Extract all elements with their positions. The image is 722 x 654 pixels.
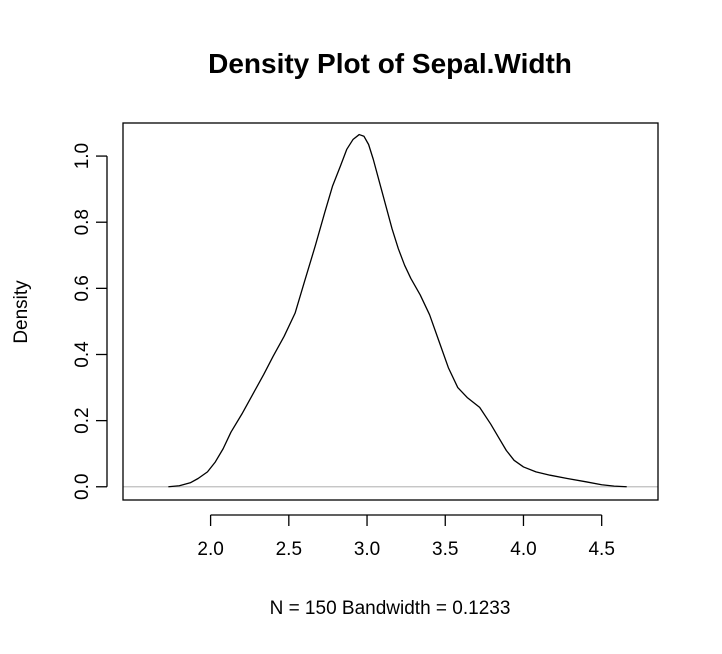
x-tick-label: 2.0	[197, 539, 223, 560]
y-tick-label: 0.6	[72, 275, 93, 301]
y-tick-label: 0.2	[72, 407, 93, 433]
y-tick-label: 1.0	[72, 143, 93, 169]
plot-frame	[122, 122, 659, 501]
x-tick-label: 3.5	[432, 539, 458, 560]
plot-area	[122, 122, 659, 501]
density-line	[168, 133, 627, 488]
x-axis: 2.0 2.5 3.0 3.5 4.0 4.5	[197, 514, 615, 560]
y-axis: 0.0 0.2 0.4 0.6 0.8 1.0	[72, 143, 108, 500]
x-tick-label: 4.0	[510, 539, 536, 560]
x-tick-label: 4.5	[588, 539, 614, 560]
y-tick-label: 0.8	[72, 209, 93, 235]
x-tick-label: 2.5	[276, 539, 302, 560]
y-tick-label: 0.0	[72, 474, 93, 500]
x-tick-label: 3.0	[354, 539, 380, 560]
y-tick-label: 0.4	[72, 341, 93, 368]
y-axis-title: Density	[11, 280, 32, 344]
chart-title: Density Plot of Sepal.Width	[208, 48, 572, 79]
x-axis-title: N = 150 Bandwidth = 0.1233	[270, 598, 511, 619]
